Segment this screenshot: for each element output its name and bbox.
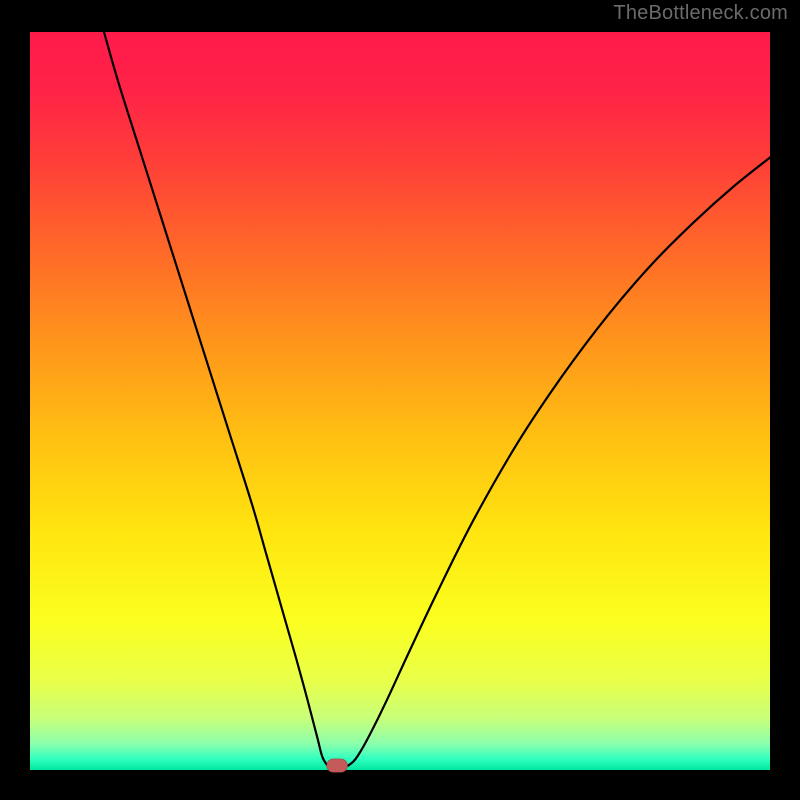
- min-marker: [327, 759, 348, 772]
- chart-root: TheBottleneck.com: [0, 0, 800, 800]
- watermark-text: TheBottleneck.com: [613, 2, 788, 25]
- chart-canvas: [0, 0, 800, 800]
- plot-background: [30, 32, 770, 770]
- chart-frame: [0, 0, 800, 800]
